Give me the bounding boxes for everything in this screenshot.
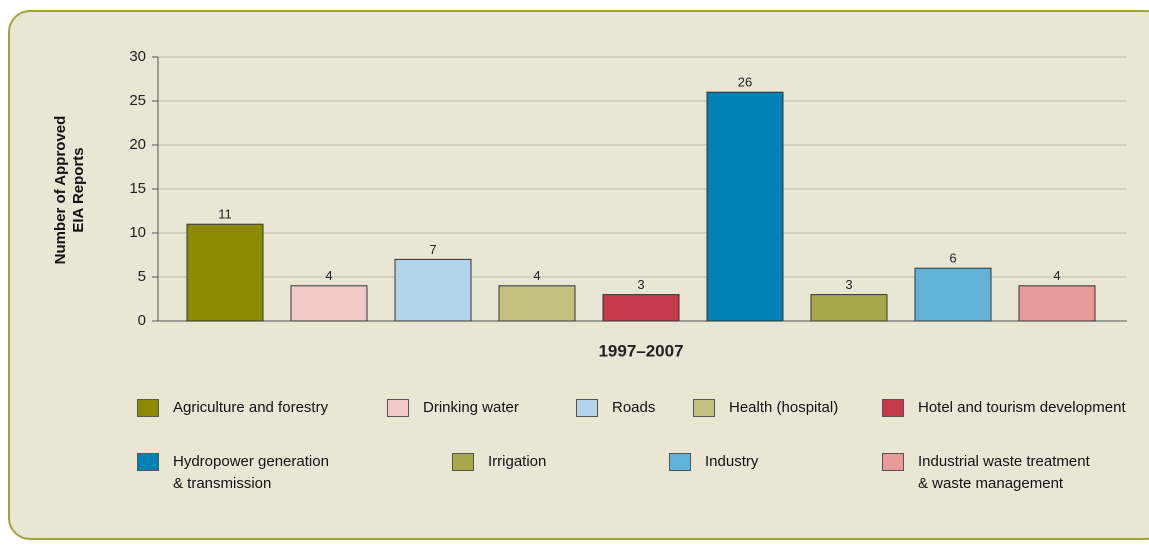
legend-label: Roads bbox=[612, 399, 656, 416]
legend-swatch bbox=[882, 453, 904, 471]
legend-item: Industrial waste treatment & waste manag… bbox=[882, 453, 1090, 495]
legend-item: Hydropower generation & transmission bbox=[137, 453, 329, 495]
y-tick-label: 20 bbox=[129, 136, 146, 153]
legend-swatch bbox=[452, 453, 474, 471]
bar bbox=[914, 267, 992, 322]
legend-swatch bbox=[137, 399, 159, 417]
legend-item: Agriculture and forestry bbox=[137, 399, 328, 419]
legend-item: Roads bbox=[576, 399, 655, 419]
y-tick-label: 15 bbox=[129, 180, 146, 197]
data-label: 3 bbox=[637, 277, 644, 292]
legend-label: Health (hospital) bbox=[729, 399, 839, 416]
legend-label: Irrigation bbox=[488, 453, 547, 470]
legend-swatch bbox=[137, 453, 159, 471]
legend-label: Hydropower generation & transmission bbox=[173, 453, 329, 492]
legend-label: Drinking water bbox=[423, 399, 519, 416]
legend-item: Drinking water bbox=[387, 399, 519, 419]
data-label: 4 bbox=[533, 268, 540, 283]
legend-swatch bbox=[669, 453, 691, 471]
data-label: 6 bbox=[949, 251, 956, 266]
legend-label: Agriculture and forestry bbox=[173, 399, 329, 416]
data-label: 4 bbox=[1053, 268, 1060, 283]
data-label: 11 bbox=[218, 207, 232, 222]
bar bbox=[1018, 285, 1096, 322]
y-axis-label: Number of Approved EIA Reports bbox=[52, 115, 87, 265]
legend-item: Irrigation bbox=[452, 453, 546, 473]
bar bbox=[186, 223, 264, 322]
data-label: 26 bbox=[738, 75, 752, 90]
legend-swatch bbox=[882, 399, 904, 417]
legend-label: Industry bbox=[705, 453, 759, 470]
y-tick-label: 30 bbox=[129, 48, 146, 65]
legend-label: Hotel and tourism development bbox=[918, 399, 1126, 416]
legend-item: Hotel and tourism development bbox=[882, 399, 1126, 419]
legend-swatch bbox=[387, 399, 409, 417]
legend-swatch bbox=[576, 399, 598, 417]
bar bbox=[498, 285, 576, 322]
bar bbox=[602, 294, 680, 322]
bar bbox=[290, 285, 368, 322]
legend-item: Health (hospital) bbox=[693, 399, 838, 419]
y-tick-label: 10 bbox=[129, 224, 146, 241]
legend-swatch bbox=[693, 399, 715, 417]
bar bbox=[810, 294, 888, 322]
y-tick-label: 5 bbox=[138, 268, 146, 285]
data-label: 7 bbox=[429, 242, 436, 257]
legend-item: Industry bbox=[669, 453, 758, 473]
x-axis-label: 1997–2007 bbox=[598, 341, 683, 360]
y-tick-label: 0 bbox=[138, 312, 146, 329]
bar bbox=[706, 91, 784, 322]
data-label: 3 bbox=[845, 277, 852, 292]
data-label: 4 bbox=[325, 268, 332, 283]
bar bbox=[394, 258, 472, 322]
y-tick-label: 25 bbox=[129, 92, 146, 109]
legend-label: Industrial waste treatment & waste manag… bbox=[918, 453, 1090, 492]
